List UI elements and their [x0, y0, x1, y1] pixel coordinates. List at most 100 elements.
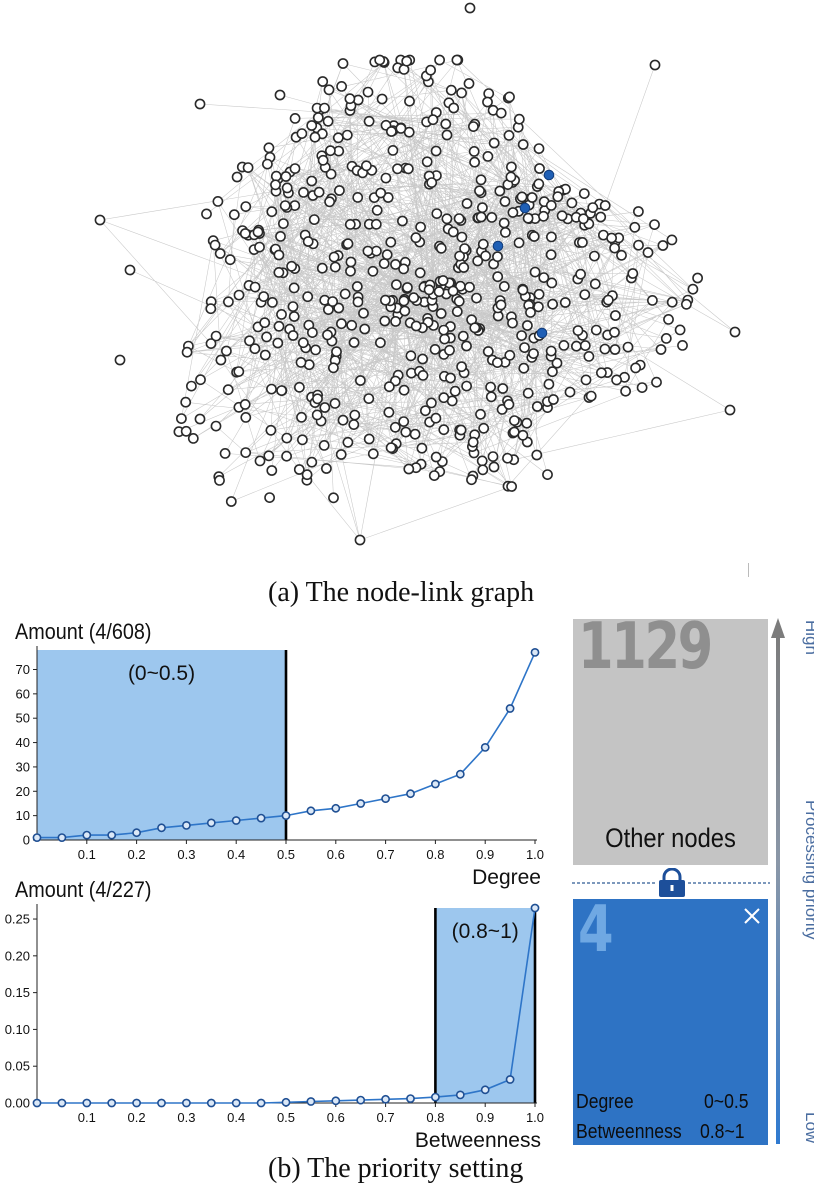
graph-node[interactable]	[438, 324, 450, 336]
graph-node[interactable]	[378, 258, 390, 269]
graph-node[interactable]	[180, 396, 192, 408]
graph-node[interactable]	[319, 402, 331, 413]
graph-node[interactable]	[588, 250, 600, 262]
data-point[interactable]	[256, 1098, 266, 1108]
data-point[interactable]	[157, 1098, 166, 1108]
graph-node[interactable]	[456, 87, 467, 99]
data-point[interactable]	[530, 647, 540, 657]
graph-node[interactable]	[542, 469, 553, 480]
graph-node[interactable]	[240, 201, 252, 212]
graph-node[interactable]	[547, 298, 558, 310]
graph-node[interactable]	[451, 54, 463, 66]
graph-node[interactable]	[506, 481, 517, 492]
graph-node[interactable]	[521, 417, 533, 429]
graph-node[interactable]	[692, 272, 703, 284]
graph-node[interactable]	[556, 210, 568, 222]
graph-node[interactable]	[633, 206, 644, 217]
graph-node[interactable]	[517, 139, 529, 150]
graph-node[interactable]	[380, 172, 392, 184]
graph-node[interactable]	[293, 464, 305, 475]
graph-node[interactable]	[273, 266, 285, 278]
graph-node[interactable]	[599, 343, 611, 355]
graph-node[interactable]	[252, 226, 264, 238]
graph-node[interactable]	[323, 84, 335, 96]
graph-node[interactable]	[453, 213, 465, 224]
selection-range[interactable]	[37, 650, 286, 840]
data-point[interactable]	[132, 1098, 141, 1108]
graph-node[interactable]	[398, 416, 410, 427]
graph-node[interactable]	[363, 433, 375, 445]
graph-node[interactable]	[467, 121, 479, 132]
data-point[interactable]	[32, 1098, 42, 1108]
data-point[interactable]	[281, 1097, 291, 1107]
graph-node[interactable]	[545, 345, 557, 357]
graph-node[interactable]	[288, 311, 300, 322]
highlighted-node[interactable]	[492, 240, 504, 252]
graph-node[interactable]	[205, 338, 217, 349]
graph-node[interactable]	[275, 230, 286, 242]
graph-node[interactable]	[578, 188, 590, 199]
data-point[interactable]	[206, 818, 216, 828]
graph-node[interactable]	[376, 93, 388, 105]
graph-node[interactable]	[272, 337, 284, 349]
graph-node[interactable]	[228, 209, 240, 221]
graph-node[interactable]	[576, 236, 588, 248]
graph-node[interactable]	[266, 206, 278, 218]
graph-node[interactable]	[263, 450, 275, 462]
graph-node[interactable]	[187, 432, 199, 444]
graph-node[interactable]	[587, 202, 599, 213]
graph-node[interactable]	[224, 254, 236, 266]
graph-node[interactable]	[724, 404, 736, 416]
graph-node[interactable]	[497, 383, 509, 394]
graph-node[interactable]	[225, 496, 237, 507]
graph-node[interactable]	[322, 329, 333, 341]
graph-node[interactable]	[430, 412, 442, 424]
graph-node[interactable]	[494, 185, 506, 197]
graph-node[interactable]	[464, 2, 476, 14]
graph-node[interactable]	[401, 282, 413, 293]
graph-node[interactable]	[240, 447, 252, 458]
graph-node[interactable]	[392, 163, 403, 175]
graph-node[interactable]	[316, 262, 328, 274]
data-point[interactable]	[306, 806, 316, 816]
data-point[interactable]	[231, 1098, 241, 1108]
graph-node[interactable]	[363, 115, 375, 127]
graph-node[interactable]	[212, 195, 224, 207]
graph-node[interactable]	[440, 118, 452, 130]
graph-node[interactable]	[421, 156, 433, 168]
graph-node[interactable]	[308, 214, 320, 225]
graph-node[interactable]	[417, 353, 428, 365]
graph-node[interactable]	[522, 212, 534, 224]
graph-node[interactable]	[408, 292, 420, 304]
graph-node[interactable]	[400, 426, 412, 438]
graph-node[interactable]	[657, 240, 669, 251]
graph-node[interactable]	[281, 432, 293, 444]
graph-node[interactable]	[622, 341, 634, 353]
graph-node[interactable]	[312, 393, 323, 405]
graph-node[interactable]	[194, 98, 206, 110]
graph-node[interactable]	[239, 398, 251, 410]
graph-node[interactable]	[333, 302, 345, 314]
graph-node[interactable]	[176, 413, 187, 424]
graph-node[interactable]	[478, 422, 490, 434]
graph-node[interactable]	[456, 361, 467, 373]
graph-node[interactable]	[504, 349, 516, 361]
graph-node[interactable]	[445, 372, 456, 384]
graph-node[interactable]	[488, 137, 500, 149]
graph-node[interactable]	[636, 382, 648, 393]
graph-node[interactable]	[401, 55, 413, 67]
graph-node[interactable]	[498, 280, 510, 292]
graph-node[interactable]	[434, 54, 445, 66]
graph-node[interactable]	[385, 442, 397, 454]
data-point[interactable]	[57, 833, 67, 842]
graph-node[interactable]	[630, 362, 641, 374]
graph-node[interactable]	[404, 95, 415, 107]
graph-node[interactable]	[455, 424, 467, 436]
graph-node[interactable]	[526, 192, 538, 203]
graph-node[interactable]	[354, 375, 366, 386]
graph-node[interactable]	[616, 249, 627, 261]
graph-node[interactable]	[429, 343, 441, 355]
graph-node[interactable]	[425, 397, 437, 409]
graph-node[interactable]	[297, 337, 309, 349]
data-point[interactable]	[32, 833, 42, 842]
